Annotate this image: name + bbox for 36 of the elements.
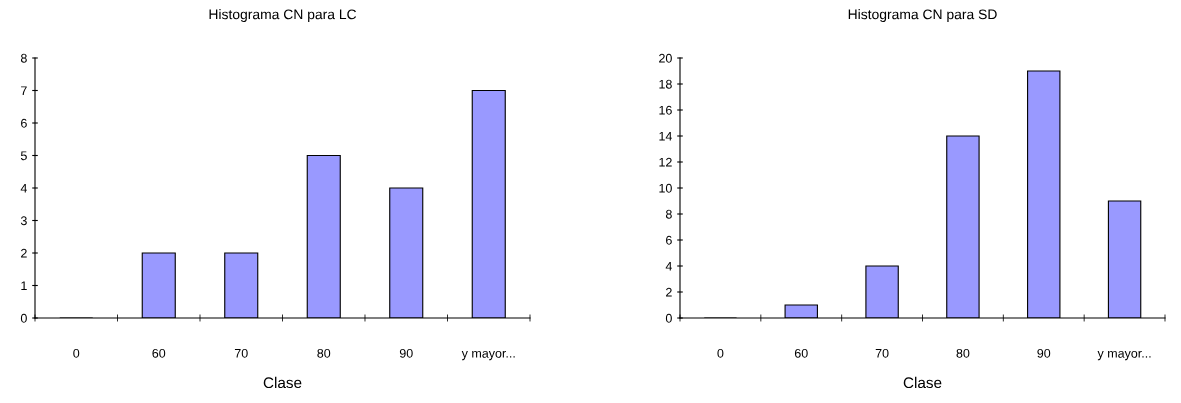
x-tick-label: 80 xyxy=(956,348,970,358)
y-tick-label: 6 xyxy=(666,235,672,245)
y-tick-label: 8 xyxy=(20,53,27,63)
y-tick-label: 16 xyxy=(659,105,672,115)
x-tick-label: 60 xyxy=(152,348,166,358)
y-tick-label: 1 xyxy=(21,281,27,291)
chart-title: Histograma CN para SD xyxy=(848,9,997,22)
y-tick-label: 7 xyxy=(21,86,27,96)
x-tick-label: 70 xyxy=(234,348,248,358)
y-tick-label: 5 xyxy=(20,151,27,161)
y-tick-label: 6 xyxy=(21,118,27,128)
y-tick-label: 18 xyxy=(659,79,672,89)
x-axis-title: Clase xyxy=(263,376,302,389)
y-tick-label: 0 xyxy=(665,313,672,323)
y-tick-label: 2 xyxy=(666,287,672,297)
x-tick-label: 0 xyxy=(73,348,80,358)
x-tick-label: 90 xyxy=(1037,348,1051,358)
y-tick-label: 12 xyxy=(659,157,672,167)
y-tick-label: 14 xyxy=(659,131,672,141)
y-tick-label: 4 xyxy=(20,183,27,193)
x-tick-label: 80 xyxy=(317,348,331,358)
y-tick-label: 0 xyxy=(20,313,27,323)
y-tick-label: 4 xyxy=(665,261,672,271)
y-tick-label: 3 xyxy=(20,216,27,226)
y-tick-label: 8 xyxy=(665,209,672,219)
chart-title: Histograma CN para LC xyxy=(209,9,357,22)
x-tick-label: y mayor... xyxy=(1097,350,1151,361)
y-tick-label: 10 xyxy=(659,183,672,193)
x-tick-label: 0 xyxy=(717,348,724,358)
x-axis-title: Clase xyxy=(903,376,942,389)
x-tick-label: 90 xyxy=(399,348,413,358)
x-tick-label: 70 xyxy=(875,348,889,358)
y-tick-label: 20 xyxy=(659,53,672,63)
x-tick-label: y mayor... xyxy=(461,350,515,361)
x-tick-label: 60 xyxy=(794,348,808,358)
y-tick-label: 2 xyxy=(21,248,27,258)
